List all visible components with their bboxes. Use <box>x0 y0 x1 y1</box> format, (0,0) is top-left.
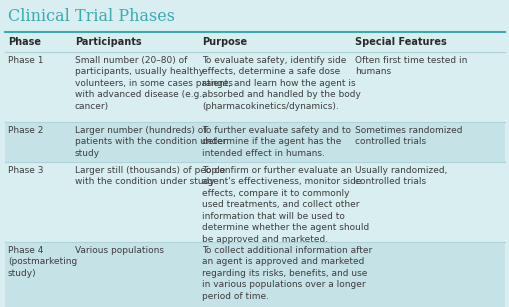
Text: To evaluate safety, identify side
effects, determine a safe dose
range, and lear: To evaluate safety, identify side effect… <box>202 56 360 111</box>
Text: Purpose: Purpose <box>202 37 247 47</box>
Text: To further evaluate safety and to
determine if the agent has the
intended effect: To further evaluate safety and to determ… <box>202 126 350 158</box>
Text: Phase 4
(postmarketing
study): Phase 4 (postmarketing study) <box>8 246 77 278</box>
Text: Larger still (thousands) of people
with the condition under study: Larger still (thousands) of people with … <box>75 166 225 186</box>
Text: Phase 2: Phase 2 <box>8 126 43 135</box>
Text: To collect additional information after
an agent is approved and marketed
regard: To collect additional information after … <box>202 246 372 301</box>
Text: Often first time tested in
humans: Often first time tested in humans <box>354 56 466 76</box>
Text: Usually randomized,
controlled trials: Usually randomized, controlled trials <box>354 166 446 186</box>
Text: Larger number (hundreds) of
patients with the condition under
study: Larger number (hundreds) of patients wit… <box>75 126 227 158</box>
Bar <box>5 52 504 122</box>
Text: To confirm or further evaluate an
agent's effectiveness, monitor side
effects, c: To confirm or further evaluate an agent'… <box>202 166 369 244</box>
Text: Clinical Trial Phases: Clinical Trial Phases <box>8 8 175 25</box>
Text: Phase 1: Phase 1 <box>8 56 43 65</box>
Text: Various populations: Various populations <box>75 246 164 255</box>
Bar <box>5 122 504 162</box>
Text: Phase: Phase <box>8 37 41 47</box>
Bar <box>5 242 504 307</box>
Bar <box>5 162 504 242</box>
Text: Sometimes randomized
controlled trials: Sometimes randomized controlled trials <box>354 126 462 146</box>
Text: Special Features: Special Features <box>354 37 446 47</box>
Text: Participants: Participants <box>75 37 142 47</box>
Text: Phase 3: Phase 3 <box>8 166 43 175</box>
Text: Small number (20–80) of
participants, usually healthy
volunteers, in some cases : Small number (20–80) of participants, us… <box>75 56 233 111</box>
